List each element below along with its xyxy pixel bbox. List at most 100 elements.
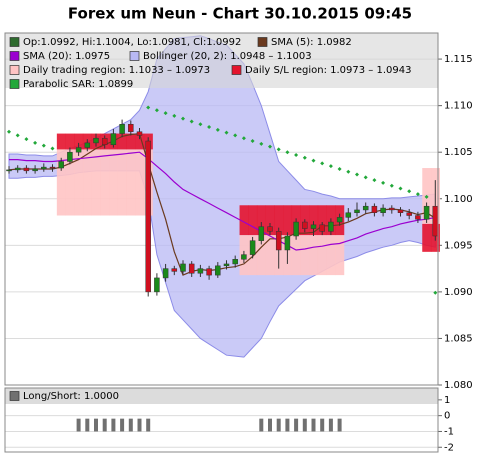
y-tick-label: -2 [444,442,454,453]
region [126,149,136,216]
legend-box [5,33,438,88]
y-tick-label: 0 [444,411,450,422]
candle-body [119,124,125,134]
region [422,223,432,252]
region [300,235,310,276]
candle-body [284,235,291,251]
bar [259,418,264,432]
sar-dot [398,186,403,191]
region [65,133,75,150]
region [135,133,145,150]
indicator-line [9,151,436,251]
bar [268,418,272,432]
sar-dot [311,158,316,163]
y-tick-label: 1 [444,395,450,406]
sar-dot [302,155,307,160]
sar-dot [172,113,177,118]
y-tick-label: 1.100 [444,194,473,205]
candle-body [75,147,82,153]
candle-body [389,207,395,211]
candle-body [84,142,91,148]
bar [311,418,316,432]
bar [94,418,98,432]
sar-dot [33,140,38,145]
bar [146,418,151,432]
candle-body [154,277,160,293]
region [256,235,266,276]
candle-body [197,268,204,274]
sar-dot [268,144,272,149]
candle-body [319,224,325,232]
bar [285,418,290,432]
region [256,205,266,236]
region [309,205,319,236]
bar [111,418,116,432]
legend-swatch [9,391,20,401]
region [283,205,293,236]
sar-dot [407,189,412,194]
chart-title: Forex um Neun - Chart 30.10.2015 09:45 [68,5,412,23]
candle-body [23,167,30,172]
region [274,205,284,236]
candle-body [101,137,108,145]
legend-swatch [9,65,20,75]
candle-body [49,166,56,169]
legend-label: Daily trading region: 1.1033 – 1.0973 [23,65,210,76]
candle-body [406,212,412,216]
sar-dot [320,161,325,166]
candle-body [241,254,247,260]
sar-dot [433,290,438,295]
candle-body [93,137,99,144]
legend-swatch [129,51,140,61]
candle-body [397,209,404,213]
candle-body [180,263,186,272]
candle-body [136,131,143,136]
region [309,235,319,276]
region [265,235,275,276]
bar [128,418,133,432]
sar-dot [189,119,194,124]
sar-dot [181,116,185,121]
bar [85,418,90,432]
legend-label: Daily S/L region: 1.0973 – 1.0943 [245,65,411,76]
candle-body [354,209,360,213]
bar [102,418,107,432]
bar [294,418,299,432]
candle-body [188,263,195,274]
bar [302,418,307,432]
candle-body [362,205,369,211]
region [56,133,66,150]
sar-dot [241,136,246,141]
bar [276,418,281,432]
region [239,205,249,236]
sar-dot [250,139,255,144]
candle-body [258,226,265,241]
candle-body [14,167,21,171]
candle-body [145,140,151,293]
bar [120,418,125,432]
plot-frame [4,387,439,453]
sar-dot [381,180,386,185]
bar [137,418,142,432]
y-tick-label: 1.085 [444,333,473,344]
candle-body [423,205,430,220]
sar-dot [363,175,368,180]
region [65,149,75,216]
candle-body [380,207,386,213]
candle-body [310,224,317,229]
bar [320,418,325,432]
region [74,133,84,150]
region [326,235,336,276]
candle-body [415,215,421,220]
sar-dot [163,111,168,116]
y-tick-label: 1.105 [444,147,473,158]
candle-body [267,226,273,232]
legend-swatch [9,51,20,61]
sar-dot [207,125,212,130]
candle-body [371,205,378,213]
sar-dot [15,133,20,138]
candle-body [58,161,64,169]
region [56,149,66,216]
